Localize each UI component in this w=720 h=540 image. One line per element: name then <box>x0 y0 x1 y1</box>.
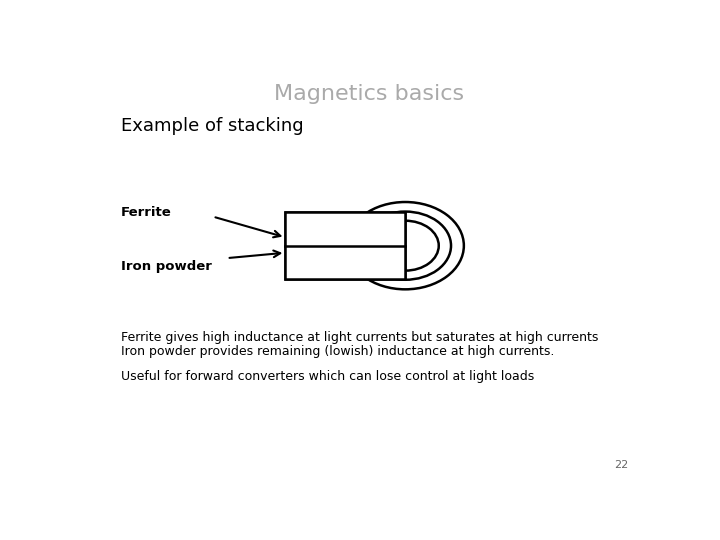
Text: Useful for forward converters which can lose control at light loads: Useful for forward converters which can … <box>121 370 534 383</box>
Text: Magnetics basics: Magnetics basics <box>274 84 464 104</box>
Text: Ferrite gives high inductance at light currents but saturates at high currents: Ferrite gives high inductance at light c… <box>121 331 598 344</box>
Bar <box>285 212 405 279</box>
Text: Iron powder: Iron powder <box>121 260 212 273</box>
Bar <box>285 212 405 279</box>
Text: 22: 22 <box>614 460 629 470</box>
Text: Iron powder provides remaining (lowish) inductance at high currents.: Iron powder provides remaining (lowish) … <box>121 346 554 359</box>
Bar <box>285 212 405 279</box>
Text: Example of stacking: Example of stacking <box>121 117 303 135</box>
Text: Ferrite: Ferrite <box>121 206 171 219</box>
